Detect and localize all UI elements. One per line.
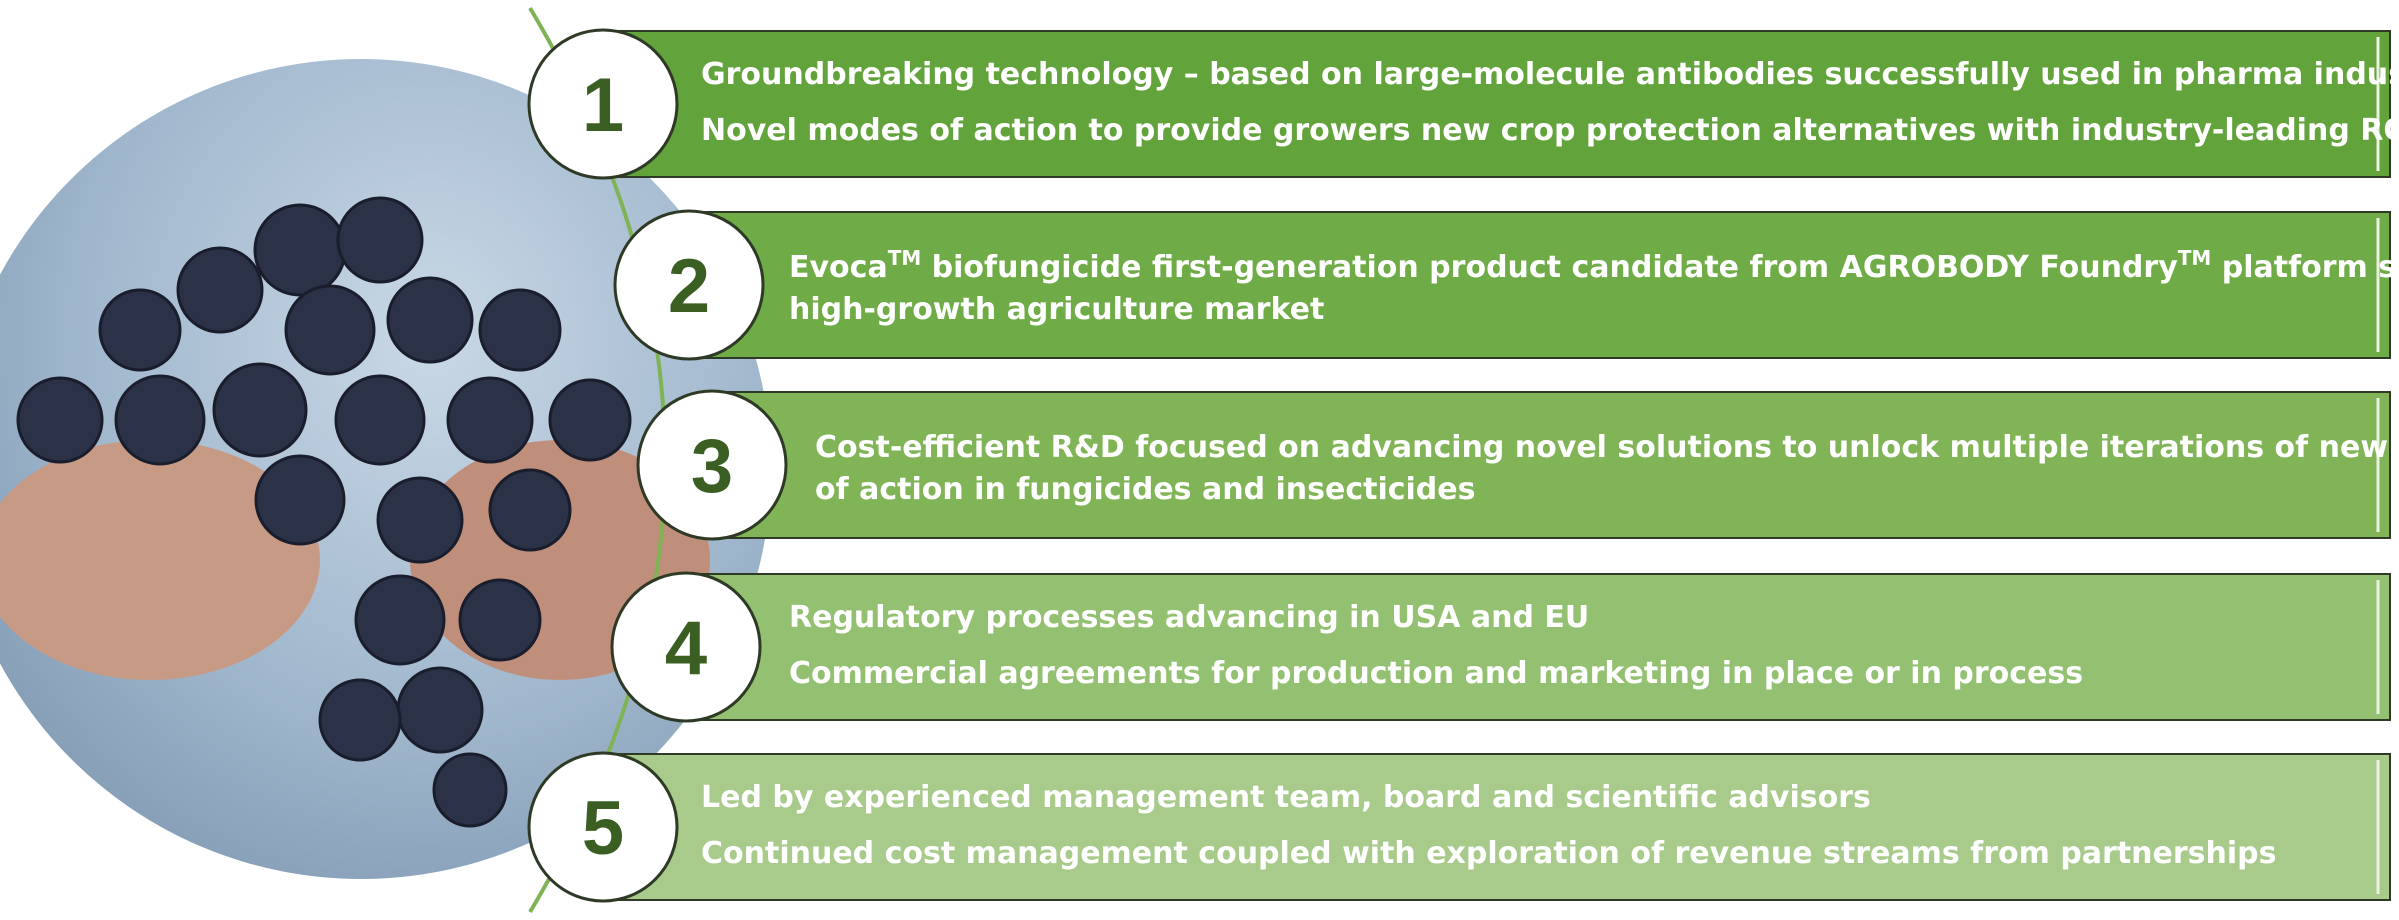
- item-number: 1: [582, 63, 624, 148]
- trademark: TM: [2178, 246, 2212, 270]
- item-text: Novel modes of action to provide growers…: [701, 113, 2399, 148]
- text-run: biofungicide first-generation product ca…: [921, 250, 2178, 285]
- item-text: Cost-efficient R&D focused on advancing …: [815, 430, 2399, 465]
- item-number: 4: [665, 606, 707, 691]
- item-bar: [712, 392, 2390, 538]
- item-text: Commercial agreements for production and…: [789, 656, 2083, 691]
- text-run: Groundbreaking technology – based on lar…: [701, 57, 2399, 92]
- trademark: TM: [888, 246, 922, 270]
- text-run: Evoca: [789, 250, 888, 285]
- slide: 1 Groundbreaking technology – based on la…: [0, 0, 2399, 920]
- text-run: platform serving: [2211, 250, 2399, 285]
- item-text: Regulatory processes advancing in USA an…: [789, 600, 1589, 635]
- item-number: 2: [668, 244, 710, 329]
- item-text: high-growth agriculture market: [789, 292, 1324, 327]
- text-run: Commercial agreements for production and…: [789, 656, 2083, 691]
- text-run: Continued cost management coupled with e…: [701, 836, 2277, 871]
- text-run: Regulatory processes advancing in USA an…: [789, 600, 1589, 635]
- text-run: Novel modes of action to provide growers…: [701, 113, 2399, 148]
- item-text: EvocaTM biofungicide first-generation pr…: [789, 246, 2399, 285]
- item-bar: [689, 212, 2390, 358]
- item-number: 5: [582, 786, 624, 871]
- text-run: Led by experienced management team, boar…: [701, 780, 1871, 815]
- item-bar: [603, 754, 2390, 900]
- text-run: Cost-efficient R&D focused on advancing …: [815, 430, 2399, 465]
- item-text: Groundbreaking technology – based on lar…: [701, 57, 2399, 92]
- item-text: Continued cost management coupled with e…: [701, 836, 2277, 871]
- text-run: of action in fungicides and insecticides: [815, 472, 1475, 507]
- item-text: Led by experienced management team, boar…: [701, 780, 1871, 815]
- item-text: of action in fungicides and insecticides: [815, 472, 1475, 507]
- item-bar: [686, 574, 2390, 720]
- item-number: 3: [691, 424, 733, 509]
- item-bar: [603, 31, 2390, 177]
- item-list: 1 Groundbreaking technology – based on la…: [529, 30, 2399, 901]
- text-run: high-growth agriculture market: [789, 292, 1324, 327]
